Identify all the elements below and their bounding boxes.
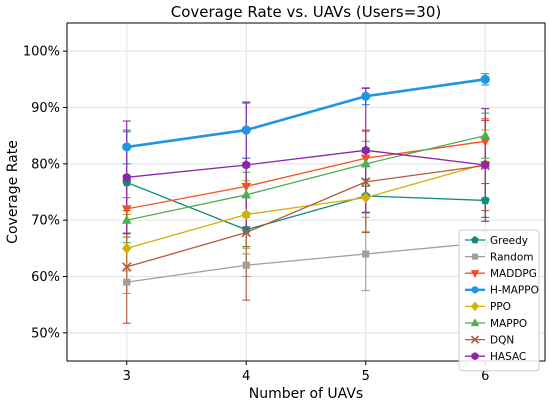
legend-label: H-MAPPO — [490, 285, 539, 297]
legend-label: HASAC — [490, 351, 526, 363]
point-hasac — [242, 160, 251, 170]
point-hasac — [122, 172, 131, 183]
series-line-mappo — [126, 135, 486, 221]
point-greedy — [480, 195, 490, 205]
point-random — [362, 250, 370, 258]
point-maddpg — [121, 205, 132, 215]
series-lines — [126, 78, 486, 283]
point-mappo — [121, 214, 132, 224]
legend-box — [458, 229, 540, 372]
series-line-dqn — [126, 164, 486, 268]
y-tick-label: 60% — [31, 270, 60, 285]
series-line-ppo — [126, 163, 486, 249]
legend-label: Random — [490, 251, 533, 263]
legend-swatch-marker — [470, 270, 480, 279]
point-random — [242, 261, 250, 269]
grid-lines — [67, 23, 545, 361]
point-dqn — [241, 227, 252, 238]
point-ppo — [122, 242, 132, 254]
marker-stroke — [470, 335, 480, 344]
marker-stroke — [360, 177, 371, 187]
legend-label: Greedy — [490, 235, 528, 247]
point-dqn — [360, 177, 371, 187]
x-tick-label: 3 — [123, 369, 131, 384]
x-tick-label: 4 — [242, 369, 250, 384]
point-hasac — [361, 145, 370, 155]
point-hasac — [481, 160, 490, 170]
x-tick-label: 6 — [481, 369, 489, 384]
y-tick-label: 70% — [31, 214, 60, 229]
legend-swatch-marker — [471, 235, 479, 244]
legend-item-maddpg: MADDPG — [465, 268, 537, 280]
x-axis-ticks: 3 4 5 6 — [123, 361, 489, 384]
legend-item-random: Random — [465, 251, 533, 263]
point-mappo — [480, 130, 491, 140]
legend-swatch-marker — [470, 318, 480, 327]
y-tick-label: 80% — [31, 157, 60, 172]
legend-swatch-marker — [471, 352, 479, 361]
point-ppo — [241, 208, 251, 221]
legend-swatch-marker — [471, 286, 479, 294]
legend-item-greedy: Greedy — [465, 235, 528, 247]
y-tick-label: 50% — [31, 326, 60, 341]
legend-label: DQN — [490, 334, 514, 346]
x-tick-label: 5 — [362, 369, 370, 384]
point-h-mappo — [361, 91, 371, 101]
point-h-mappo — [480, 74, 490, 84]
legend-swatch-marker — [470, 335, 480, 344]
point-random — [123, 278, 131, 286]
series-line-hasac — [126, 149, 486, 178]
legend-item-hasac: HASAC — [465, 351, 526, 363]
legend-swatch-marker — [471, 253, 479, 260]
y-tick-label: 90% — [31, 101, 60, 116]
point-mappo — [241, 189, 252, 199]
legend-label: MAPPO — [490, 318, 527, 330]
legend-swatch-marker — [470, 301, 480, 312]
y-axis-title: Coverage Rate — [5, 140, 21, 244]
y-tick-label: 100% — [23, 45, 60, 60]
legend-label: MADDPG — [490, 268, 537, 280]
legend-item-dqn: DQN — [465, 334, 514, 346]
y-axis-ticks: 50% 60% 70% 80% 90% 100% — [23, 45, 67, 341]
point-ppo — [361, 191, 371, 204]
x-axis-title: Number of UAVs — [249, 386, 363, 402]
plot-frame — [66, 22, 546, 362]
point-mappo — [360, 158, 371, 168]
marker-stroke — [241, 227, 252, 238]
series-line-random — [126, 242, 486, 283]
point-h-mappo — [241, 125, 251, 135]
point-dqn — [121, 262, 132, 272]
marker-stroke — [121, 262, 132, 272]
series-line-h-mappo — [126, 78, 486, 149]
legend-item-h-mappo: H-MAPPO — [465, 285, 539, 297]
legend-item-ppo: PPO — [465, 301, 511, 313]
point-h-mappo — [122, 142, 132, 152]
legend: Greedy Random MADDPG H-MAPPO PPO MAPPO DQN HASA… — [458, 229, 540, 372]
point-maddpg — [241, 182, 252, 192]
series-markers — [121, 74, 491, 286]
legend-label: PPO — [490, 301, 511, 313]
legend-item-mappo: MAPPO — [465, 318, 527, 330]
chart-title: Coverage Rate vs. UAVs (Users=30) — [171, 3, 442, 21]
series-line-greedy — [126, 181, 486, 231]
